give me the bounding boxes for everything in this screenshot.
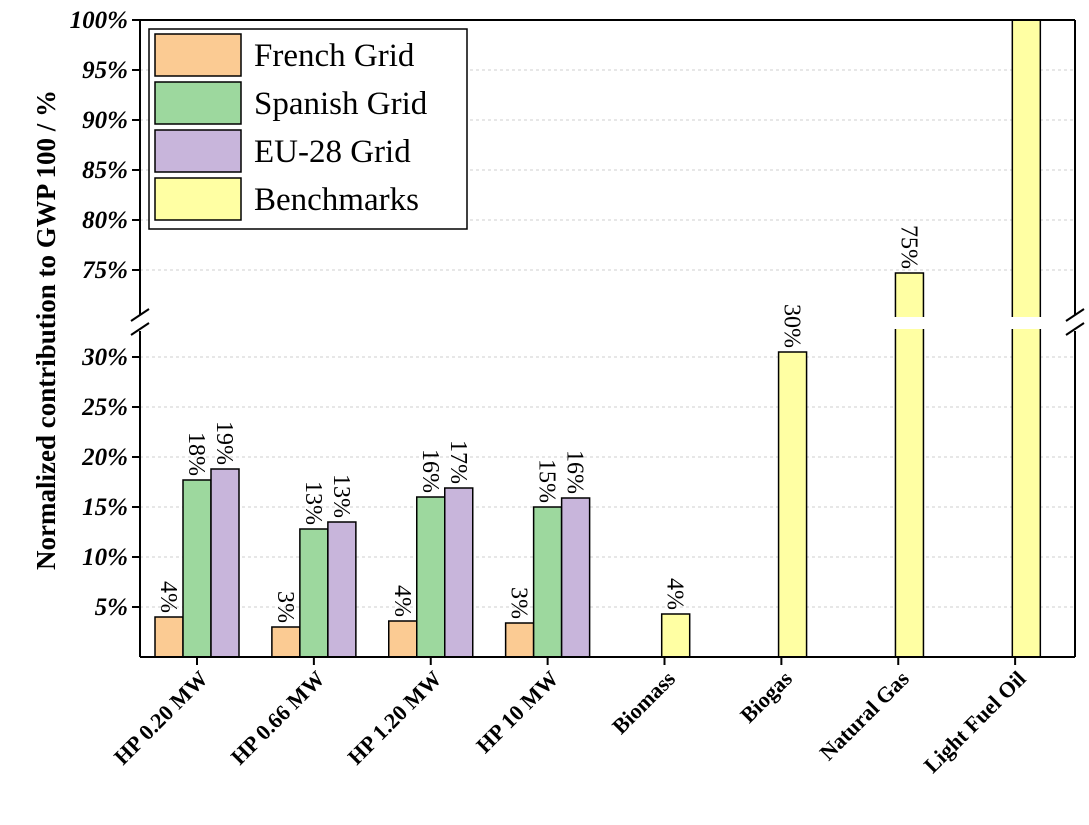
x-tick-label: HP 1.20 MW <box>343 666 447 770</box>
data-label: 16% <box>562 450 588 494</box>
x-tick-label: HP 0.20 MW <box>109 666 213 770</box>
bar <box>444 487 474 658</box>
bar <box>299 528 329 658</box>
x-tick-label: Light Fuel Oil <box>919 666 1031 778</box>
x-tick-label: Biogas <box>735 666 797 728</box>
bar-break-gap <box>1010 317 1043 329</box>
data-label: 4% <box>155 581 181 613</box>
y-tick-label: 85% <box>82 157 128 184</box>
x-tick-label: Natural Gas <box>814 666 914 766</box>
data-label: 3% <box>272 591 298 623</box>
y-tick-label: 30% <box>81 344 128 371</box>
y-tick-label: 75% <box>82 257 128 284</box>
y-tick-label: 90% <box>82 107 128 134</box>
bar <box>210 468 240 658</box>
data-label: 4% <box>389 585 415 617</box>
axis-breaks <box>893 317 1043 329</box>
legend-label: Spanish Grid <box>254 86 428 122</box>
y-tick-label: 5% <box>95 594 128 621</box>
bar <box>182 479 212 658</box>
legend-label: EU-28 Grid <box>254 134 411 170</box>
data-label: 13% <box>328 474 354 518</box>
data-label: 30% <box>779 304 805 348</box>
legend-swatch <box>154 177 242 221</box>
bar <box>560 497 591 658</box>
y-axis-label: Normalized contribution to GWP 100 / % <box>31 90 61 570</box>
data-labels: 4% 3% 4% 3%18%13%16% 15%19%13%17% 16%4%30%75% <box>155 225 921 623</box>
legend-swatch <box>154 129 242 173</box>
bar <box>327 521 357 658</box>
y-tick-label: 10% <box>82 544 128 571</box>
data-label: 17% <box>445 440 471 484</box>
y-tick-label: 25% <box>81 394 128 421</box>
y-tick-label: 100% <box>70 7 128 34</box>
x-tick-label: Biomass <box>607 666 680 739</box>
x-tick-label: HP 10 MW <box>471 666 563 758</box>
data-label: 19% <box>211 421 237 465</box>
bar <box>504 622 535 658</box>
legend: French Grid Spanish Grid EU-28 Grid Benchma… <box>148 28 468 230</box>
data-label: 13% <box>300 481 326 525</box>
legend-swatch <box>154 81 242 125</box>
y-tick-label: 15% <box>82 494 128 521</box>
x-tick-label: HP 0.66 MW <box>226 666 330 770</box>
bars <box>154 19 1042 658</box>
data-label: 4% <box>662 578 688 610</box>
axis-break-mark <box>1065 322 1085 336</box>
bar-break-gap <box>893 317 926 329</box>
bar <box>1011 19 1042 658</box>
bar <box>416 496 446 658</box>
bar <box>777 351 808 658</box>
axis-break-mark <box>130 322 150 336</box>
bar <box>154 616 184 658</box>
axis-break-mark <box>1065 308 1085 322</box>
legend-swatch <box>154 33 242 77</box>
y-tick-label: 95% <box>82 57 128 84</box>
bar <box>388 620 418 658</box>
legend-label: Benchmarks <box>254 182 419 218</box>
data-label: 18% <box>183 432 209 476</box>
data-label: 3% <box>506 587 532 619</box>
y-tick-label: 20% <box>81 444 128 471</box>
data-label: 16% <box>417 449 443 493</box>
data-label: 75% <box>895 225 921 269</box>
axis-break-mark <box>130 308 150 322</box>
bar <box>894 272 925 658</box>
y-tick-label: 80% <box>82 207 128 234</box>
data-label: 15% <box>534 459 560 503</box>
legend-label: French Grid <box>254 38 415 74</box>
bar <box>271 626 301 658</box>
bar <box>532 506 563 658</box>
bar <box>660 613 691 658</box>
